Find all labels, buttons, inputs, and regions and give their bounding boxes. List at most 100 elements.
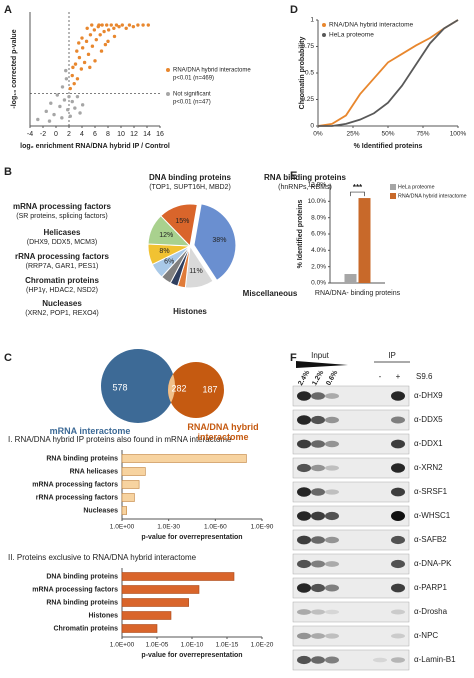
input-wedge — [296, 361, 348, 368]
point — [64, 68, 68, 73]
panel-label: D — [290, 4, 298, 16]
point — [66, 108, 70, 112]
blot-band — [311, 536, 325, 544]
slice-label: 8% — [159, 248, 169, 255]
point — [98, 33, 102, 37]
legend-detail: p<0.01 (n=469) — [173, 76, 214, 82]
antibody-label: α-NPC — [414, 631, 438, 640]
blot-header: IP — [388, 351, 396, 360]
blot-strip — [292, 625, 410, 647]
category-label: RNA binding proteins — [46, 455, 118, 462]
point — [146, 23, 150, 27]
point — [79, 67, 84, 71]
x-tick-label: 12 — [130, 131, 138, 138]
x-tick-label: 14 — [143, 131, 151, 138]
blot-band — [311, 392, 325, 400]
point — [131, 24, 136, 29]
blot-band — [391, 535, 405, 545]
blot-band — [311, 511, 325, 521]
y-tick-label: 2.0% — [311, 263, 326, 270]
point — [55, 93, 59, 97]
bar — [121, 585, 200, 594]
y-tick-label: 4.0% — [311, 247, 326, 254]
point — [68, 86, 73, 91]
blot-band — [325, 440, 339, 448]
significance-annotation: *** — [353, 183, 363, 192]
x-tick-label: 100% — [450, 131, 467, 138]
bar — [121, 493, 135, 502]
category-label: mRNA processing factors — [32, 481, 118, 488]
category-label: RNA helicases — [70, 468, 118, 475]
category-label: rRNA processing factors — [15, 252, 110, 261]
panel-label: E — [290, 170, 297, 182]
point — [73, 106, 77, 110]
x-tick-label: 50% — [381, 131, 394, 138]
blot-band — [391, 463, 405, 473]
x-axis-label: p-value for overrepresentation — [141, 652, 242, 659]
category-detail: (RRP7A, GAR1, PES1) — [26, 263, 99, 270]
x-tick-label: -2 — [40, 131, 46, 138]
bar — [344, 274, 357, 283]
blot-strip — [292, 409, 410, 431]
point — [77, 55, 82, 60]
blot-band — [311, 583, 325, 593]
slice-label: 38% — [212, 237, 226, 244]
antibody-label: α-DDX1 — [414, 439, 443, 448]
bar — [121, 624, 158, 633]
point — [36, 117, 40, 122]
slice-label: 6% — [164, 258, 174, 265]
blot-strip — [292, 529, 410, 551]
point — [73, 62, 78, 66]
blot-strip — [292, 481, 410, 503]
x-axis-label: p-value for overrepresentation — [141, 534, 242, 541]
y-tick-label: 1 — [310, 17, 314, 24]
point — [92, 28, 97, 32]
point — [58, 104, 62, 109]
blot-band — [297, 655, 311, 665]
point — [141, 23, 145, 27]
x-tick-label: 1.0E+00 — [110, 642, 135, 649]
category-label: Chromatin proteins — [25, 276, 99, 285]
lane-label: 0.6% — [325, 369, 339, 387]
category-label: Histones — [88, 612, 118, 619]
blot-band — [297, 391, 311, 401]
category-detail: (SR proteins, splicing factors) — [16, 213, 107, 220]
point — [44, 109, 48, 114]
blot-band — [297, 609, 311, 615]
blot-band — [325, 489, 339, 495]
category-label: DNA binding proteins — [46, 573, 118, 580]
point — [93, 59, 97, 63]
x-tick-label: 25% — [346, 131, 359, 138]
category-label: Miscellaneous — [243, 289, 298, 298]
point — [94, 37, 99, 42]
x-tick-label: 0 — [54, 131, 58, 138]
blot-band — [297, 559, 311, 569]
category-label: Nucleases — [83, 507, 118, 514]
point — [86, 52, 91, 57]
blot-band — [297, 439, 311, 449]
point — [60, 85, 65, 89]
category-detail: (hnRNPs, RBMs) — [278, 184, 332, 191]
series-line — [317, 19, 459, 127]
legend-marker — [322, 33, 326, 37]
category-label: Histones — [173, 307, 207, 316]
legend-swatch — [390, 193, 396, 199]
blot-band — [311, 633, 325, 639]
antibody-label: α-DDX5 — [414, 415, 443, 424]
blot-strip — [292, 505, 410, 527]
category-label: DNA binding proteins — [149, 173, 231, 182]
blot-band — [311, 464, 325, 472]
point — [75, 77, 80, 81]
legend-label: RNA/DNA hybrid interactome — [329, 22, 414, 29]
category-label: Helicases — [44, 228, 81, 237]
point — [102, 29, 106, 34]
lane-label: 1.2% — [311, 369, 325, 387]
point — [109, 23, 113, 27]
point — [114, 23, 119, 27]
blot-band — [391, 559, 405, 569]
point — [47, 119, 52, 123]
point — [120, 23, 125, 27]
bar — [121, 454, 247, 463]
x-tick-label: 4 — [80, 131, 84, 138]
slice-label: 11% — [189, 268, 203, 275]
